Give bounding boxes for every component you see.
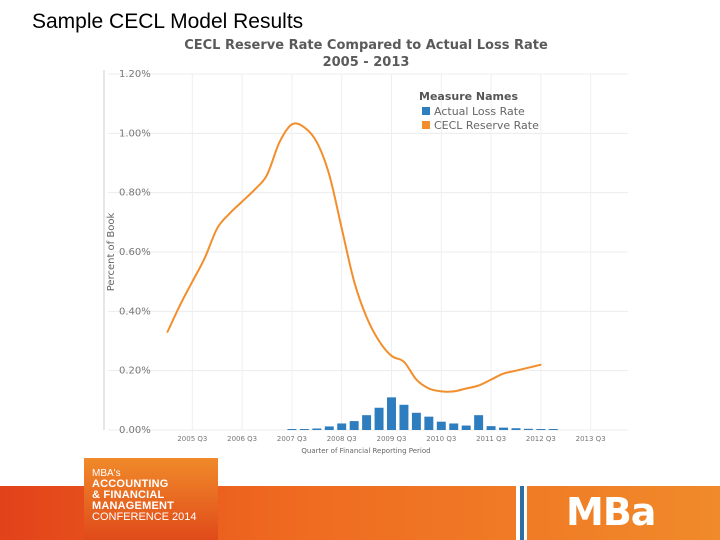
line-point xyxy=(527,366,530,369)
x-axis-label: Quarter of Financial Reporting Period xyxy=(301,447,430,455)
line-point xyxy=(477,384,480,387)
y-tick-label: 0.40% xyxy=(119,306,151,317)
footer-stripe xyxy=(516,486,520,540)
line-point xyxy=(179,304,181,307)
legend-swatch xyxy=(422,121,430,129)
x-axis: 2005 Q3 2006 Q3 2007 Q3 2008 Q3 2009 Q3 2010 … xyxy=(177,435,605,443)
x-tick-label: 2010 Q3 xyxy=(426,435,456,443)
x-tick-label: 2006 Q3 xyxy=(227,435,257,443)
x-tick-label: 2005 Q3 xyxy=(177,435,207,443)
line-point xyxy=(540,363,542,366)
line-point xyxy=(340,227,343,230)
bar xyxy=(449,423,459,430)
bar xyxy=(387,397,396,430)
line-point xyxy=(316,141,318,144)
conference-logo-line: MBA's xyxy=(92,468,121,479)
line-point xyxy=(465,387,467,390)
bar xyxy=(523,428,533,430)
footer-stripe xyxy=(520,486,524,540)
line-point xyxy=(353,280,355,283)
bar xyxy=(287,429,297,430)
bar xyxy=(399,404,409,430)
bar xyxy=(324,426,334,430)
x-tick-label: 2013 Q3 xyxy=(576,435,606,443)
bar xyxy=(349,421,359,430)
bar xyxy=(299,429,309,430)
line-point xyxy=(515,369,517,372)
x-tick-label: 2008 Q3 xyxy=(327,435,357,443)
y-axis-label: Percent of Book xyxy=(106,213,117,292)
line-point xyxy=(228,212,231,215)
line-point xyxy=(390,355,393,357)
line-series xyxy=(166,122,542,393)
line-point xyxy=(191,280,194,283)
bar xyxy=(474,415,484,430)
line-point xyxy=(490,378,492,381)
bar xyxy=(536,429,546,430)
bar xyxy=(511,428,521,430)
gridlines xyxy=(108,73,628,431)
chart-title: CECL Reserve Rate Compared to Actual Los… xyxy=(184,38,548,53)
conference-logo-line: CONFERENCE 2014 xyxy=(92,511,197,523)
y-tick-label: 0.20% xyxy=(119,366,151,377)
line-point xyxy=(415,378,418,381)
bar xyxy=(548,429,558,430)
legend-entry: CECL Reserve Rate xyxy=(434,119,539,132)
line-point xyxy=(291,123,293,126)
x-tick-label: 2009 Q3 xyxy=(376,435,406,443)
y-tick-label: 1.20% xyxy=(119,69,151,80)
line-point xyxy=(253,188,256,191)
line-point xyxy=(266,174,268,176)
bar xyxy=(436,421,446,430)
cecl-reserve-rate-line xyxy=(166,122,542,393)
conference-logo-line: ACCOUNTING xyxy=(92,478,169,490)
bar xyxy=(312,428,322,430)
legend-swatch xyxy=(422,107,430,115)
bar xyxy=(424,416,434,430)
x-tick-label: 2007 Q3 xyxy=(277,435,307,443)
y-tick-label: 1.00% xyxy=(119,128,151,139)
conference-logo-line: & FINANCIAL xyxy=(92,489,165,501)
line-point xyxy=(378,340,380,342)
y-tick-label: 0.80% xyxy=(119,188,151,199)
y-axis: 0.00% 0.20% 0.40% 0.60% 0.80% 1.00% 1.20% xyxy=(103,69,151,436)
line-point xyxy=(166,331,169,333)
y-tick-label: 0.00% xyxy=(119,425,151,436)
bar xyxy=(411,412,421,430)
line-point xyxy=(502,372,505,375)
bar-series xyxy=(287,397,558,430)
x-tick-label: 2012 Q3 xyxy=(526,435,556,443)
bar xyxy=(337,423,347,430)
line-point xyxy=(365,316,368,319)
line-point xyxy=(403,360,405,363)
bar xyxy=(499,427,509,430)
line-point xyxy=(278,141,281,144)
line-point xyxy=(452,390,455,393)
legend-entry: Actual Loss Rate xyxy=(434,105,525,118)
line-point xyxy=(440,390,443,393)
line-point xyxy=(203,257,206,259)
line-point xyxy=(303,126,306,129)
slide-title: Sample CECL Model Results xyxy=(32,10,304,33)
footer-stripe xyxy=(524,486,527,540)
line-point xyxy=(428,387,430,390)
y-tick-label: 0.60% xyxy=(119,247,151,258)
mba-logo: MBa xyxy=(566,490,656,534)
conference-logo-line: MANAGEMENT xyxy=(92,500,175,512)
conference-logo: MBA's ACCOUNTING & FINANCIAL MANAGEMENT … xyxy=(84,458,218,540)
x-tick-label: 2011 Q3 xyxy=(476,435,506,443)
bar xyxy=(362,415,372,430)
chart-subtitle: 2005 - 2013 xyxy=(322,55,410,70)
line-point xyxy=(241,200,243,203)
bar xyxy=(374,407,384,430)
line-point xyxy=(328,174,331,176)
bar xyxy=(486,426,496,430)
bar xyxy=(461,425,471,430)
line-point xyxy=(216,227,219,230)
legend-title: Measure Names xyxy=(419,90,518,103)
